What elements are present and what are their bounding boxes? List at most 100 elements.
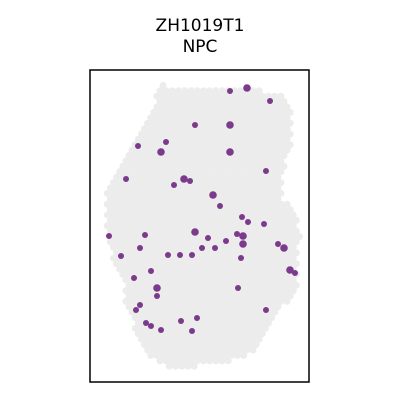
tissue-spot bbox=[165, 200, 173, 208]
tissue-spot bbox=[181, 281, 189, 289]
tissue-spot bbox=[237, 346, 245, 354]
tissue-spot bbox=[156, 357, 164, 365]
tissue-spot bbox=[178, 211, 186, 219]
tissue-spot bbox=[103, 200, 111, 208]
tissue-spot bbox=[147, 114, 155, 122]
tissue-spot bbox=[249, 324, 257, 332]
tissue-spot bbox=[175, 260, 183, 268]
tissue-spot bbox=[172, 265, 179, 273]
tissue-spot bbox=[144, 238, 152, 246]
tissue-spot bbox=[203, 168, 210, 176]
tissue-spot bbox=[252, 330, 260, 338]
data-point bbox=[131, 275, 137, 281]
tissue-spot bbox=[144, 303, 152, 311]
tissue-spot bbox=[106, 227, 114, 235]
tissue-spot bbox=[119, 260, 127, 268]
data-point bbox=[157, 148, 165, 156]
tissue-spot bbox=[227, 254, 235, 262]
tissue-spot bbox=[212, 162, 220, 170]
tissue-spot bbox=[215, 92, 223, 100]
data-point bbox=[209, 191, 217, 199]
tissue-spot bbox=[165, 92, 173, 100]
tissue-spot bbox=[153, 276, 161, 284]
tissue-spot bbox=[153, 330, 161, 338]
tissue-spot bbox=[187, 130, 195, 138]
tissue-spot bbox=[203, 125, 210, 133]
tissue-spot bbox=[110, 243, 117, 251]
tissue-spot bbox=[168, 130, 176, 138]
tissue-spot bbox=[144, 346, 152, 354]
tissue-spot bbox=[103, 189, 111, 197]
tissue-spot bbox=[172, 135, 179, 143]
tissue-spot bbox=[268, 195, 276, 203]
tissue-spot bbox=[178, 351, 186, 359]
tissue-spot bbox=[153, 222, 161, 230]
tissue-spot bbox=[184, 114, 192, 122]
data-point bbox=[239, 240, 247, 248]
tissue-spot bbox=[286, 119, 294, 127]
tissue-spot bbox=[261, 119, 269, 127]
tissue-spot bbox=[125, 270, 133, 278]
tissue-spot bbox=[243, 314, 251, 322]
data-point bbox=[137, 245, 143, 251]
tissue-spot bbox=[131, 184, 139, 192]
tissue-spot bbox=[274, 249, 282, 257]
tissue-spot bbox=[268, 281, 276, 289]
tissue-spot bbox=[147, 276, 155, 284]
tissue-spot bbox=[230, 260, 238, 268]
tissue-spot bbox=[240, 157, 248, 165]
tissue-spot bbox=[175, 130, 183, 138]
tissue-spot bbox=[246, 276, 254, 284]
tissue-spot bbox=[280, 206, 288, 214]
tissue-spot bbox=[116, 211, 124, 219]
tissue-spot bbox=[199, 292, 207, 300]
tissue-spot bbox=[196, 125, 204, 133]
data-point bbox=[153, 284, 161, 292]
tissue-spot bbox=[234, 125, 241, 133]
tissue-spot bbox=[110, 189, 117, 197]
tissue-spot bbox=[165, 168, 173, 176]
tissue-spot bbox=[147, 146, 155, 154]
tissue-spot bbox=[246, 233, 254, 241]
tissue-spot bbox=[144, 130, 152, 138]
tissue-spot bbox=[137, 314, 145, 322]
tissue-spot bbox=[283, 254, 291, 262]
tissue-spot bbox=[274, 152, 282, 160]
tissue-spot bbox=[249, 314, 257, 322]
tissue-spot bbox=[144, 119, 152, 127]
tissue-spot bbox=[125, 184, 133, 192]
tissue-spot bbox=[218, 216, 226, 224]
tissue-spot bbox=[196, 308, 204, 316]
tissue-spot bbox=[162, 119, 170, 127]
tissue-spot bbox=[252, 308, 260, 316]
tissue-spot bbox=[165, 341, 173, 349]
tissue-spot bbox=[252, 114, 260, 122]
tissue-spot bbox=[172, 254, 179, 262]
tissue-spot bbox=[289, 287, 297, 295]
tissue-spot bbox=[172, 287, 179, 295]
tissue-spot bbox=[261, 260, 269, 268]
tissue-spot bbox=[193, 152, 201, 160]
tissue-spot bbox=[190, 103, 198, 111]
tissue-spot bbox=[187, 206, 195, 214]
tissue-spot bbox=[156, 141, 164, 149]
tissue-spot bbox=[243, 324, 251, 332]
tissue-spot bbox=[261, 98, 269, 106]
tissue-spot bbox=[227, 351, 235, 359]
tissue-spot bbox=[131, 238, 139, 246]
tissue-spot bbox=[292, 260, 300, 268]
tissue-spot bbox=[172, 319, 179, 327]
tissue-spot bbox=[203, 146, 210, 154]
tissue-spot bbox=[131, 324, 139, 332]
tissue-spot bbox=[175, 346, 183, 354]
tissue-spot bbox=[172, 103, 179, 111]
tissue-spot bbox=[289, 254, 297, 262]
tissue-spot bbox=[137, 260, 145, 268]
tissue-spot bbox=[122, 287, 130, 295]
tissue-spot bbox=[168, 238, 176, 246]
tissue-spot bbox=[162, 303, 170, 311]
tissue-spot bbox=[181, 303, 189, 311]
tissue-spot bbox=[252, 92, 260, 100]
tissue-spot bbox=[153, 189, 161, 197]
tissue-spot bbox=[165, 103, 173, 111]
